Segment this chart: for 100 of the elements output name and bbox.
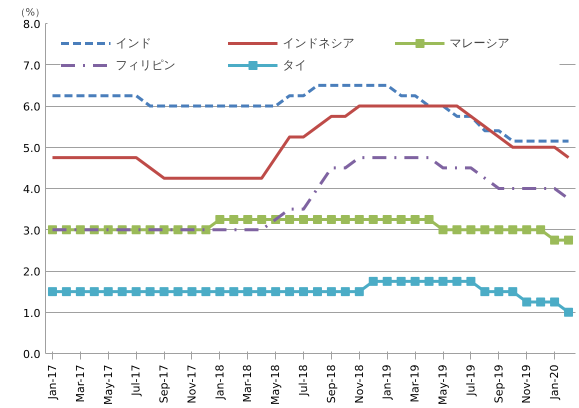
point bbox=[201, 225, 210, 234]
line-series bbox=[50, 84, 570, 143]
x-tick-label: Mar-17 bbox=[74, 364, 87, 403]
y-tick-label: 3.0 bbox=[23, 224, 41, 238]
point bbox=[508, 225, 518, 234]
point bbox=[354, 214, 364, 224]
point bbox=[76, 225, 85, 234]
point bbox=[215, 287, 224, 296]
point bbox=[104, 287, 113, 296]
point bbox=[410, 214, 420, 224]
point bbox=[480, 287, 490, 296]
point bbox=[340, 214, 350, 224]
point bbox=[480, 225, 490, 234]
point bbox=[229, 214, 238, 224]
point bbox=[326, 287, 336, 296]
point bbox=[104, 225, 113, 234]
point bbox=[312, 214, 322, 224]
point bbox=[536, 297, 546, 306]
point bbox=[452, 276, 462, 286]
point bbox=[118, 287, 127, 296]
point bbox=[285, 287, 294, 296]
point bbox=[132, 225, 141, 234]
point bbox=[424, 276, 434, 286]
point bbox=[494, 225, 504, 234]
point bbox=[396, 276, 406, 286]
point bbox=[550, 236, 560, 245]
point bbox=[340, 287, 350, 296]
x-tick-label: Nov-18 bbox=[352, 364, 366, 404]
legend-label: フィリピン bbox=[116, 56, 176, 74]
x-tick-label: May-19 bbox=[436, 364, 450, 406]
point bbox=[466, 276, 476, 286]
x-tick-label: Jan-20 bbox=[548, 364, 562, 400]
point bbox=[326, 214, 336, 224]
point bbox=[508, 287, 518, 296]
line-series bbox=[50, 104, 570, 180]
point bbox=[243, 287, 252, 296]
point bbox=[382, 214, 392, 224]
legend-label: インド bbox=[116, 34, 152, 52]
point bbox=[187, 287, 196, 296]
x-tick-label: Mar-18 bbox=[241, 364, 254, 403]
point bbox=[396, 214, 406, 224]
point bbox=[382, 276, 392, 286]
point bbox=[90, 287, 99, 296]
point bbox=[48, 287, 57, 296]
point bbox=[215, 214, 224, 224]
x-tick-label: Jul-19 bbox=[464, 364, 478, 397]
point bbox=[229, 287, 238, 296]
point bbox=[564, 308, 574, 317]
point bbox=[160, 287, 169, 296]
x-tick-label: Nov-17 bbox=[185, 364, 198, 404]
x-tick-label: Jan-18 bbox=[213, 364, 226, 400]
point bbox=[522, 225, 532, 234]
point bbox=[201, 287, 210, 296]
point bbox=[271, 287, 280, 296]
point bbox=[257, 287, 266, 296]
x-tick-label: Sep-18 bbox=[324, 364, 338, 404]
point bbox=[285, 214, 294, 224]
point bbox=[243, 214, 252, 224]
point bbox=[550, 297, 560, 306]
point bbox=[132, 287, 141, 296]
point bbox=[299, 214, 308, 224]
y-tick-label: 1.0 bbox=[23, 306, 41, 320]
y-axis-title: （%） bbox=[16, 8, 46, 18]
x-tick-label: Sep-19 bbox=[492, 364, 506, 404]
point bbox=[536, 225, 546, 234]
y-tick-label: 8.0 bbox=[23, 18, 41, 31]
y-tick-label: 4.0 bbox=[23, 183, 41, 196]
point bbox=[438, 225, 448, 234]
point bbox=[410, 276, 420, 286]
legend-label: マレーシア bbox=[450, 34, 510, 52]
x-tick-label: May-18 bbox=[269, 364, 282, 406]
x-tick-label: Nov-19 bbox=[520, 364, 534, 404]
y-tick-label: 5.0 bbox=[23, 142, 41, 155]
legend-label: インドネシア bbox=[282, 34, 356, 52]
point bbox=[354, 287, 364, 296]
point bbox=[76, 287, 85, 296]
x-tick-label: Jul-18 bbox=[297, 364, 310, 397]
legend-label: タイ bbox=[282, 56, 308, 74]
point bbox=[368, 214, 378, 224]
point bbox=[452, 225, 462, 234]
point bbox=[257, 214, 266, 224]
point bbox=[146, 287, 155, 296]
point bbox=[466, 225, 476, 234]
point bbox=[438, 276, 448, 286]
x-tick-label: Sep-17 bbox=[158, 364, 171, 404]
point bbox=[299, 287, 308, 296]
y-tick-label: 2.0 bbox=[23, 266, 41, 278]
point bbox=[522, 297, 532, 306]
point bbox=[368, 276, 378, 286]
point bbox=[494, 287, 504, 296]
point bbox=[312, 287, 322, 296]
y-tick-label: 0.0 bbox=[23, 348, 41, 361]
x-tick-label: May-17 bbox=[102, 364, 115, 406]
x-tick-label: Jul-17 bbox=[130, 364, 143, 397]
y-tick-label: 7.0 bbox=[23, 59, 41, 72]
point bbox=[174, 287, 182, 296]
x-tick-label: Mar-19 bbox=[408, 364, 422, 403]
x-tick-label: Jan-17 bbox=[46, 364, 59, 400]
point bbox=[564, 236, 574, 245]
point bbox=[62, 287, 71, 296]
